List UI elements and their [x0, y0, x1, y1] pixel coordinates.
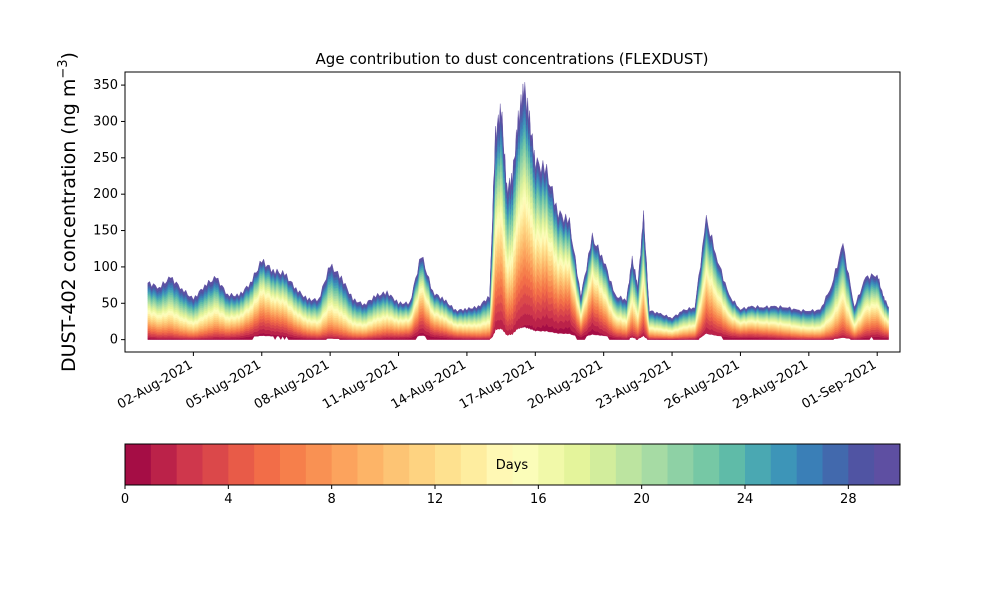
- colorbar-ticks: 0 4 8 12 16 20 24 28: [121, 485, 857, 507]
- colorbar-cell: [460, 444, 488, 485]
- chart-title: Age contribution to dust concentrations …: [316, 50, 709, 68]
- colorbar-cell: [770, 444, 798, 485]
- colorbar-tick-label: 20: [633, 492, 650, 507]
- colorbar-tick-label: 0: [121, 492, 129, 507]
- colorbar-cell: [305, 444, 333, 485]
- colorbar-cell: [874, 444, 901, 485]
- colorbar-cell: [150, 444, 178, 485]
- plot-frame: [124, 71, 901, 353]
- colorbar-cell: [512, 444, 539, 485]
- colorbar-tick-label: 12: [427, 492, 444, 507]
- colorbar-cell: [202, 444, 229, 485]
- y-tick-label: 100: [93, 260, 118, 275]
- colorbar: Days 0 4 8 12 16 20 24 28: [121, 443, 901, 507]
- x-tick-label: 01-Sep-2021: [799, 357, 879, 412]
- colorbar-cell: [822, 444, 849, 485]
- colorbar-cell: [848, 444, 875, 485]
- x-tick-label: 29-Aug-2021: [730, 357, 810, 412]
- age-band-29-30-days: [147, 82, 889, 320]
- colorbar-cell: [719, 444, 746, 485]
- colorbar-cell: [745, 444, 772, 485]
- colorbar-cell: [693, 444, 720, 485]
- colorbar-cell: [796, 444, 823, 485]
- colorbar-cell: [357, 444, 384, 485]
- colorbar-label: Days: [496, 458, 529, 473]
- colorbar-cell: [538, 444, 565, 485]
- colorbar-cell: [228, 444, 255, 485]
- colorbar-cell: [435, 444, 462, 485]
- x-tick-label: 02-Aug-2021: [115, 357, 195, 412]
- colorbar-cell: [615, 444, 643, 485]
- y-axis-label: DUST-402 concentration (ng m−3): [56, 52, 80, 372]
- y-tick-label: 150: [93, 224, 118, 239]
- colorbar-cell: [280, 444, 307, 485]
- y-tick-label: 300: [93, 114, 118, 129]
- colorbar-frame: [124, 443, 901, 486]
- colorbar-cell: [125, 444, 152, 485]
- x-tick-label: 08-Aug-2021: [252, 357, 332, 412]
- y-tick-label: 200: [93, 187, 118, 202]
- colorbar-cell: [409, 444, 436, 485]
- x-tick-label: 23-Aug-2021: [594, 357, 674, 412]
- colorbar-cell: [667, 444, 694, 485]
- colorbar-cell: [590, 444, 617, 485]
- plot-area: 0 50 100 150 200 250 300 350 02-Aug-202105-Aug-…: [93, 71, 901, 413]
- y-axis: 0 50 100 150 200 250 300 350: [93, 78, 125, 348]
- age-contribution-bands: [147, 82, 889, 341]
- colorbar-tick-label: 8: [328, 492, 336, 507]
- colorbar-cell: [564, 444, 591, 485]
- colorbar-cell: [486, 444, 513, 485]
- x-tick-label: 11-Aug-2021: [320, 357, 400, 412]
- x-axis: 02-Aug-202105-Aug-202108-Aug-202111-Aug-…: [115, 352, 879, 413]
- y-tick-label: 350: [93, 78, 118, 93]
- colorbar-cells: [125, 444, 901, 485]
- x-tick-label: 17-Aug-2021: [457, 357, 537, 412]
- x-tick-label: 26-Aug-2021: [662, 357, 742, 412]
- x-tick-label: 05-Aug-2021: [183, 357, 263, 412]
- colorbar-cell: [176, 444, 203, 485]
- colorbar-cell: [383, 444, 410, 485]
- colorbar-tick-label: 28: [840, 492, 857, 507]
- colorbar-tick-label: 4: [224, 492, 232, 507]
- colorbar-tick-label: 24: [737, 492, 754, 507]
- colorbar-cell: [254, 444, 281, 485]
- x-tick-label: 20-Aug-2021: [525, 357, 605, 412]
- y-tick-label: 0: [110, 333, 118, 348]
- colorbar-cell: [331, 444, 358, 485]
- colorbar-cell: [641, 444, 668, 485]
- y-tick-label: 250: [93, 151, 118, 166]
- x-tick-label: 14-Aug-2021: [389, 357, 469, 412]
- colorbar-tick-label: 16: [530, 492, 547, 507]
- y-tick-label: 50: [101, 296, 118, 311]
